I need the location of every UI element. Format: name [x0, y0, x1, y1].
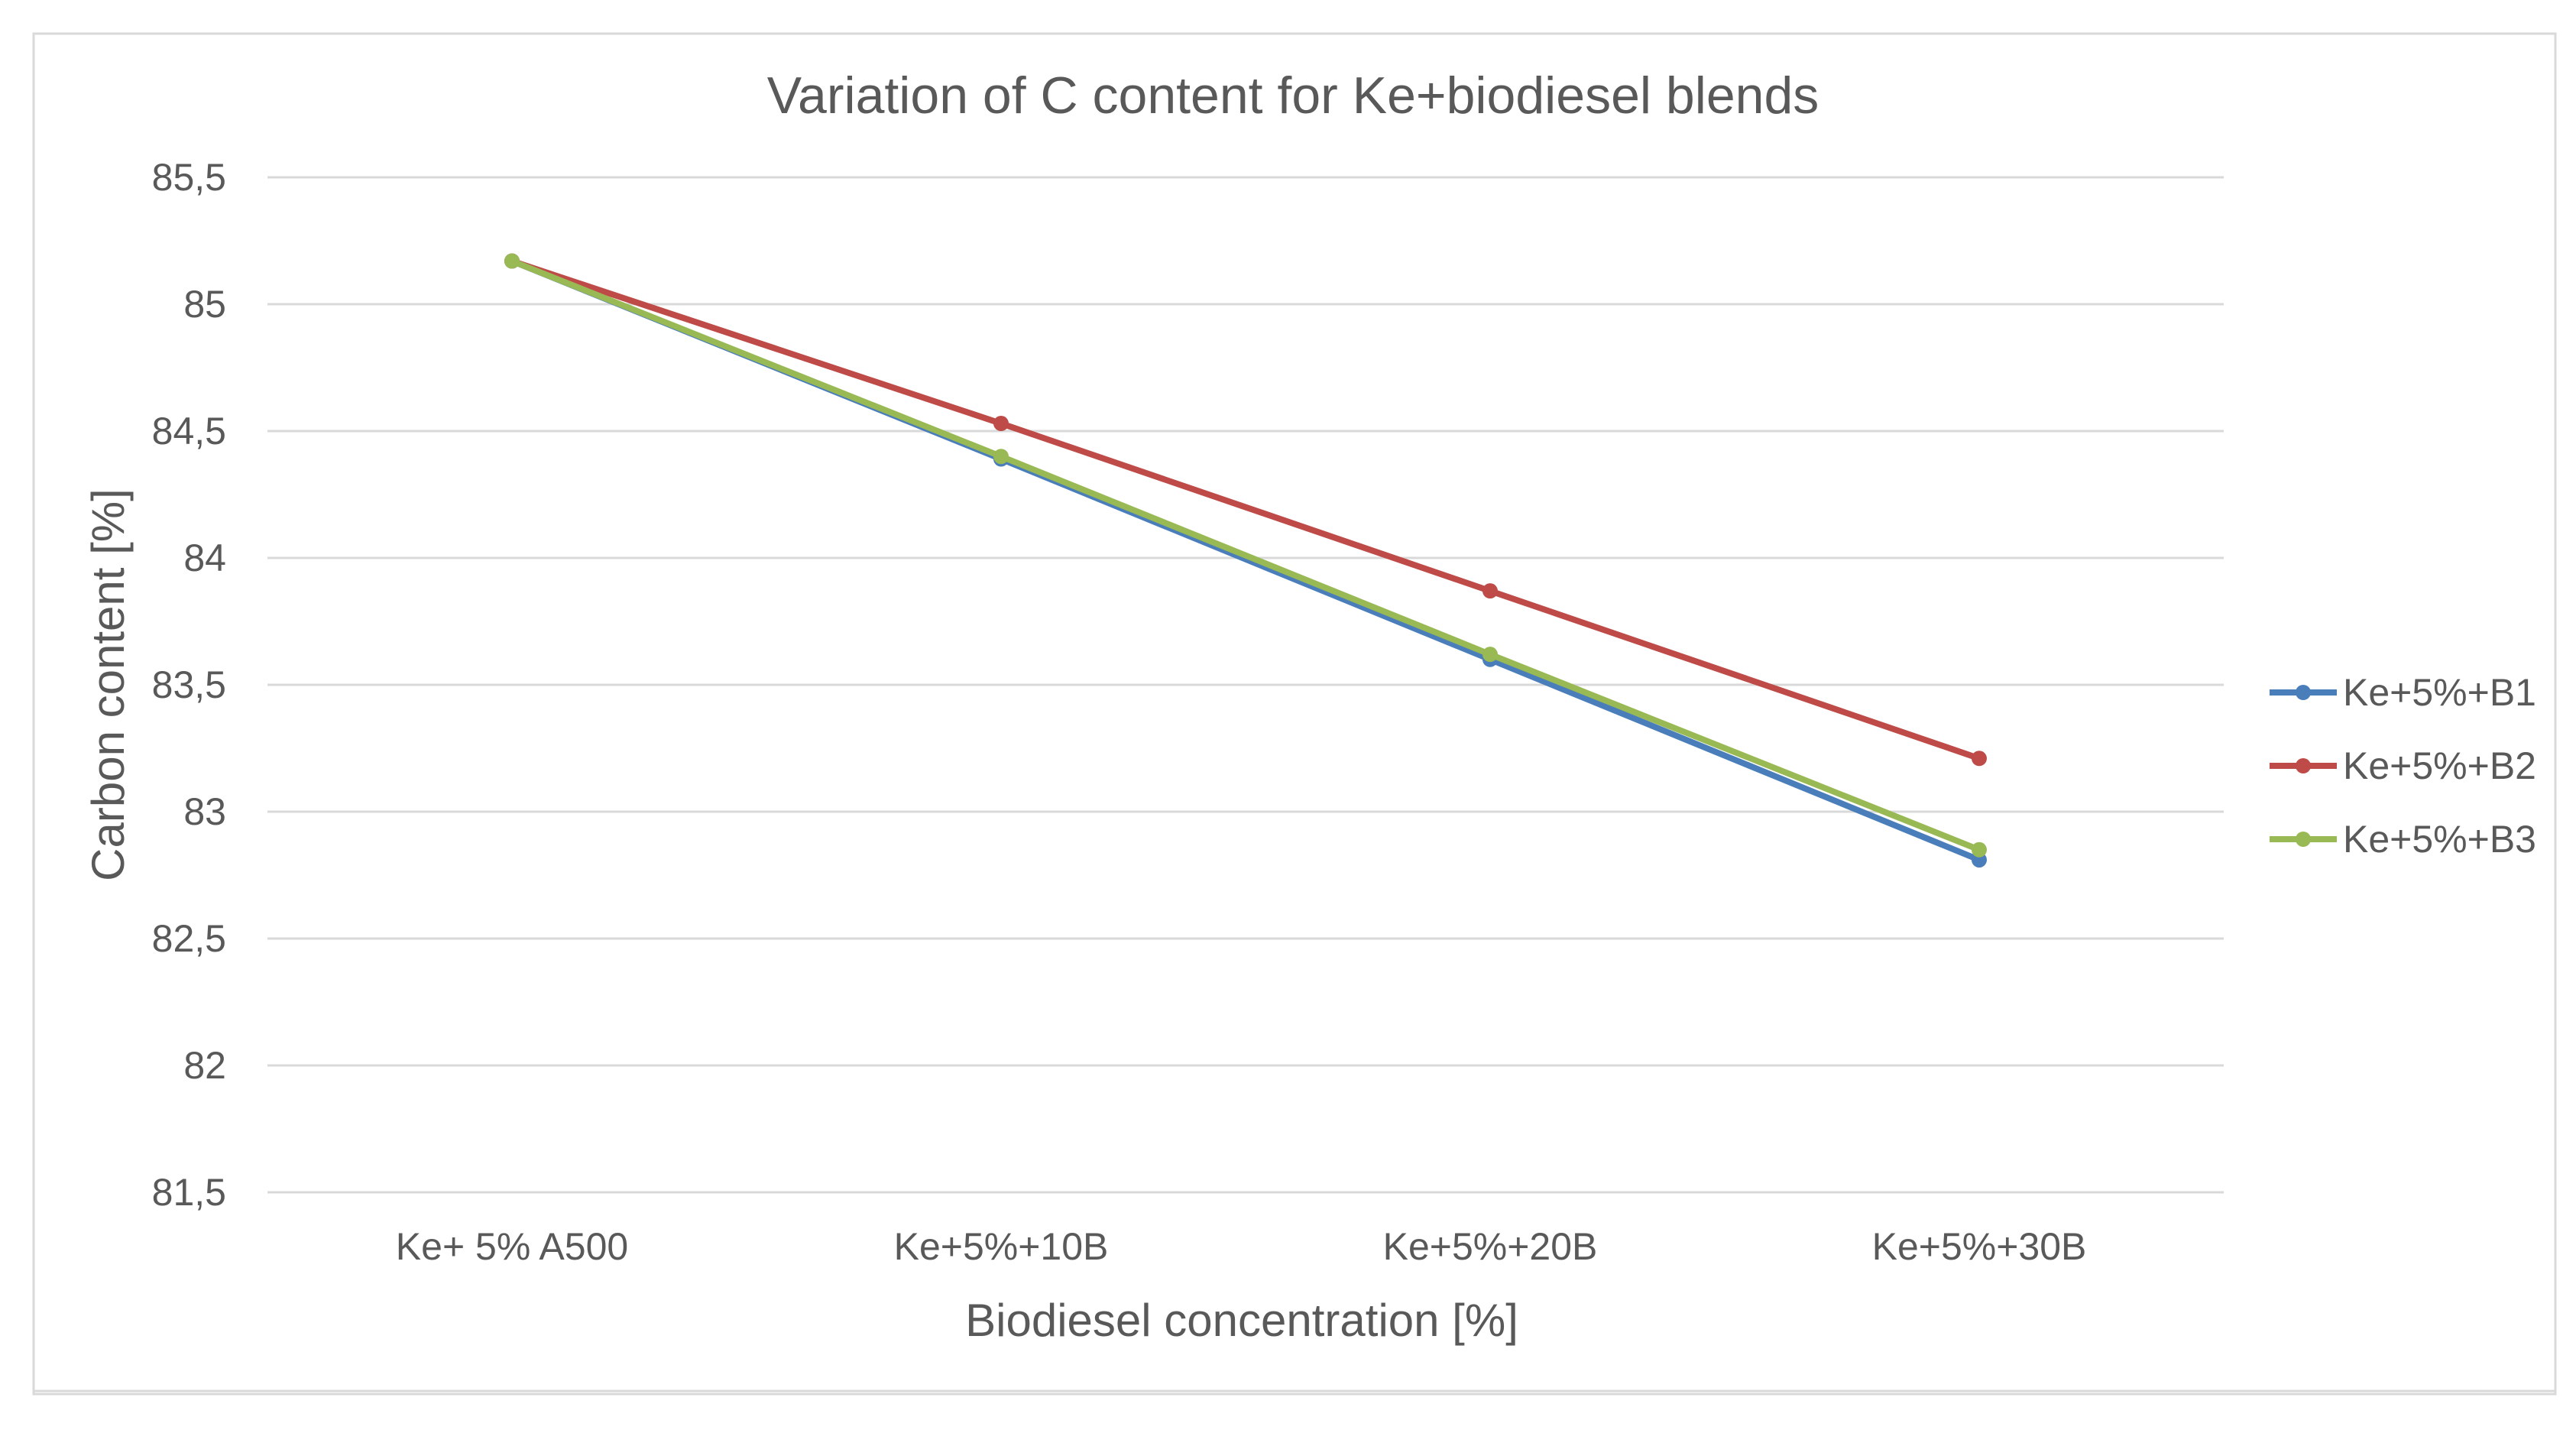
chart-border [32, 32, 2557, 1396]
y-tick-label: 85 [183, 283, 226, 326]
y-tick-label: 83,5 [152, 663, 226, 706]
y-tick-label: 84 [183, 537, 226, 579]
legend-label: Ke+5%+B3 [2343, 818, 2536, 861]
legend-marker [2296, 832, 2311, 847]
x-tick-label: Ke+5%+10B [894, 1225, 1109, 1268]
legend-marker [2296, 758, 2311, 773]
y-tick-label: 81,5 [152, 1171, 226, 1214]
grid-lines [267, 176, 2224, 1194]
chart-title: Variation of C content for Ke+biodiesel … [767, 66, 1819, 125]
data-point [993, 416, 1009, 432]
y-tick-labels: 81,5 82 82,5 83 83,5 84 84,5 85 85,5 [152, 156, 226, 1214]
y-tick-label: 82,5 [152, 917, 226, 960]
data-point [504, 253, 520, 269]
legend: Ke+5%+B1 Ke+5%+B2 Ke+5%+B3 [2270, 671, 2536, 861]
data-point [1482, 647, 1498, 663]
y-axis-title: Carbon content [%] [83, 488, 134, 881]
x-axis-title: Biodiesel concentration [%] [965, 1295, 1518, 1346]
y-tick-label: 85,5 [152, 156, 226, 199]
legend-marker [2296, 685, 2311, 700]
series-line [509, 258, 1982, 762]
x-tick-label: Ke+ 5% A500 [396, 1225, 628, 1268]
legend-label: Ke+5%+B2 [2343, 744, 2536, 787]
y-tick-label: 84,5 [152, 410, 226, 452]
series-lines [504, 253, 1987, 868]
x-tick-labels: Ke+ 5% A500 Ke+5%+10B Ke+5%+20B Ke+5%+30B [396, 1225, 2087, 1268]
x-tick-label: Ke+5%+20B [1383, 1225, 1598, 1268]
data-point [993, 449, 1009, 465]
series-line [509, 258, 1982, 853]
legend-label: Ke+5%+B1 [2343, 671, 2536, 714]
y-tick-label: 82 [183, 1044, 226, 1087]
x-tick-label: Ke+5%+30B [1872, 1225, 2087, 1268]
y-tick-label: 83 [183, 790, 226, 833]
data-point [1482, 583, 1498, 599]
data-point [1972, 751, 1987, 767]
data-point [1972, 841, 1987, 858]
